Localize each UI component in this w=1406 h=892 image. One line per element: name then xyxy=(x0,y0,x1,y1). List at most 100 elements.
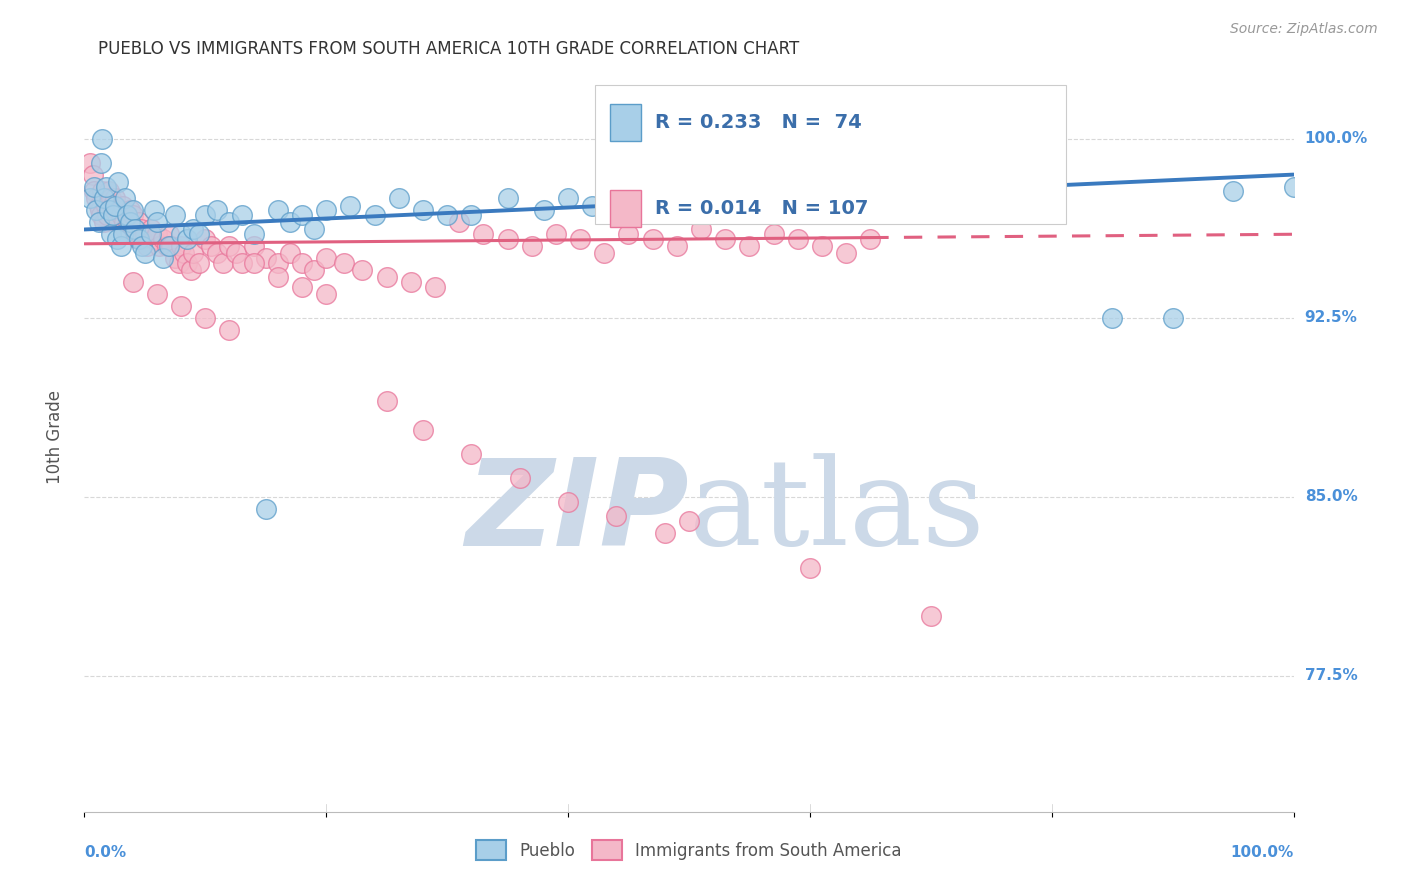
Text: 92.5%: 92.5% xyxy=(1305,310,1358,326)
Point xyxy=(557,191,579,205)
Point xyxy=(267,203,290,218)
Point xyxy=(533,203,555,218)
Point xyxy=(143,232,166,246)
Text: 85.0%: 85.0% xyxy=(1305,489,1357,504)
Point xyxy=(83,184,105,198)
Point xyxy=(231,256,253,270)
Point xyxy=(254,251,277,265)
Point xyxy=(188,227,211,242)
Point xyxy=(131,239,153,253)
Point xyxy=(200,239,222,253)
Point xyxy=(388,191,411,205)
Point xyxy=(146,215,169,229)
Point xyxy=(920,609,942,624)
Point xyxy=(557,494,579,508)
Point xyxy=(131,232,153,246)
Point xyxy=(93,191,115,205)
Point xyxy=(103,203,125,218)
Text: 77.5%: 77.5% xyxy=(1305,668,1357,683)
Point xyxy=(104,208,127,222)
Point xyxy=(207,246,229,260)
Point xyxy=(117,215,139,229)
Point xyxy=(363,208,385,222)
Point xyxy=(352,263,374,277)
Point xyxy=(170,299,193,313)
Point xyxy=(152,251,174,265)
Point xyxy=(107,203,129,218)
Point xyxy=(333,256,356,270)
Point xyxy=(181,246,204,260)
Point xyxy=(315,251,337,265)
Point xyxy=(242,227,264,242)
Point xyxy=(167,256,190,270)
Point xyxy=(460,447,482,461)
Point xyxy=(170,239,193,253)
Point xyxy=(89,203,111,218)
Point xyxy=(124,222,146,236)
Point xyxy=(160,239,183,253)
Point xyxy=(134,246,156,260)
Point xyxy=(97,184,120,198)
Point xyxy=(94,179,117,194)
Point xyxy=(157,239,180,253)
Point xyxy=(105,215,128,229)
Point xyxy=(786,232,808,246)
Point xyxy=(120,203,142,218)
Point xyxy=(449,215,471,229)
Point xyxy=(956,184,979,198)
Point xyxy=(207,203,229,218)
Point xyxy=(121,275,143,289)
Point xyxy=(775,191,797,205)
Point xyxy=(278,215,301,229)
Point xyxy=(291,208,314,222)
Point xyxy=(799,561,821,575)
Point xyxy=(96,208,118,222)
Point xyxy=(302,222,325,236)
Point xyxy=(124,227,146,242)
Point xyxy=(678,514,700,528)
Point xyxy=(896,184,918,198)
Point xyxy=(242,239,264,253)
Point xyxy=(569,232,592,246)
Point xyxy=(82,168,104,182)
Point xyxy=(112,227,135,242)
Point xyxy=(315,286,337,301)
Point xyxy=(315,203,337,218)
Point xyxy=(180,263,202,277)
Point xyxy=(859,191,882,205)
Point xyxy=(835,184,858,198)
Text: 100.0%: 100.0% xyxy=(1305,131,1368,146)
Point xyxy=(176,232,198,246)
Point xyxy=(157,227,180,242)
Point xyxy=(176,256,198,270)
Point xyxy=(1222,184,1244,198)
Point xyxy=(194,232,217,246)
Point xyxy=(165,251,187,265)
Point xyxy=(738,239,761,253)
Point xyxy=(267,270,290,285)
Point xyxy=(920,191,942,205)
Point xyxy=(110,239,132,253)
Point xyxy=(859,232,882,246)
Point xyxy=(105,232,128,246)
Point xyxy=(79,191,101,205)
Point xyxy=(188,256,211,270)
Point xyxy=(139,222,162,236)
Point xyxy=(79,155,101,169)
Text: ZIP: ZIP xyxy=(465,453,689,571)
Point xyxy=(593,246,616,260)
Point xyxy=(212,256,235,270)
Point xyxy=(128,232,150,246)
Point xyxy=(665,239,688,253)
Point xyxy=(399,275,422,289)
Point xyxy=(218,323,240,337)
Point xyxy=(654,525,676,540)
Point xyxy=(231,208,253,222)
Point xyxy=(136,239,159,253)
FancyBboxPatch shape xyxy=(595,85,1066,224)
Point xyxy=(218,215,240,229)
Point xyxy=(302,263,325,277)
Point xyxy=(1040,179,1063,194)
Text: atlas: atlas xyxy=(689,453,986,571)
Point xyxy=(104,199,127,213)
